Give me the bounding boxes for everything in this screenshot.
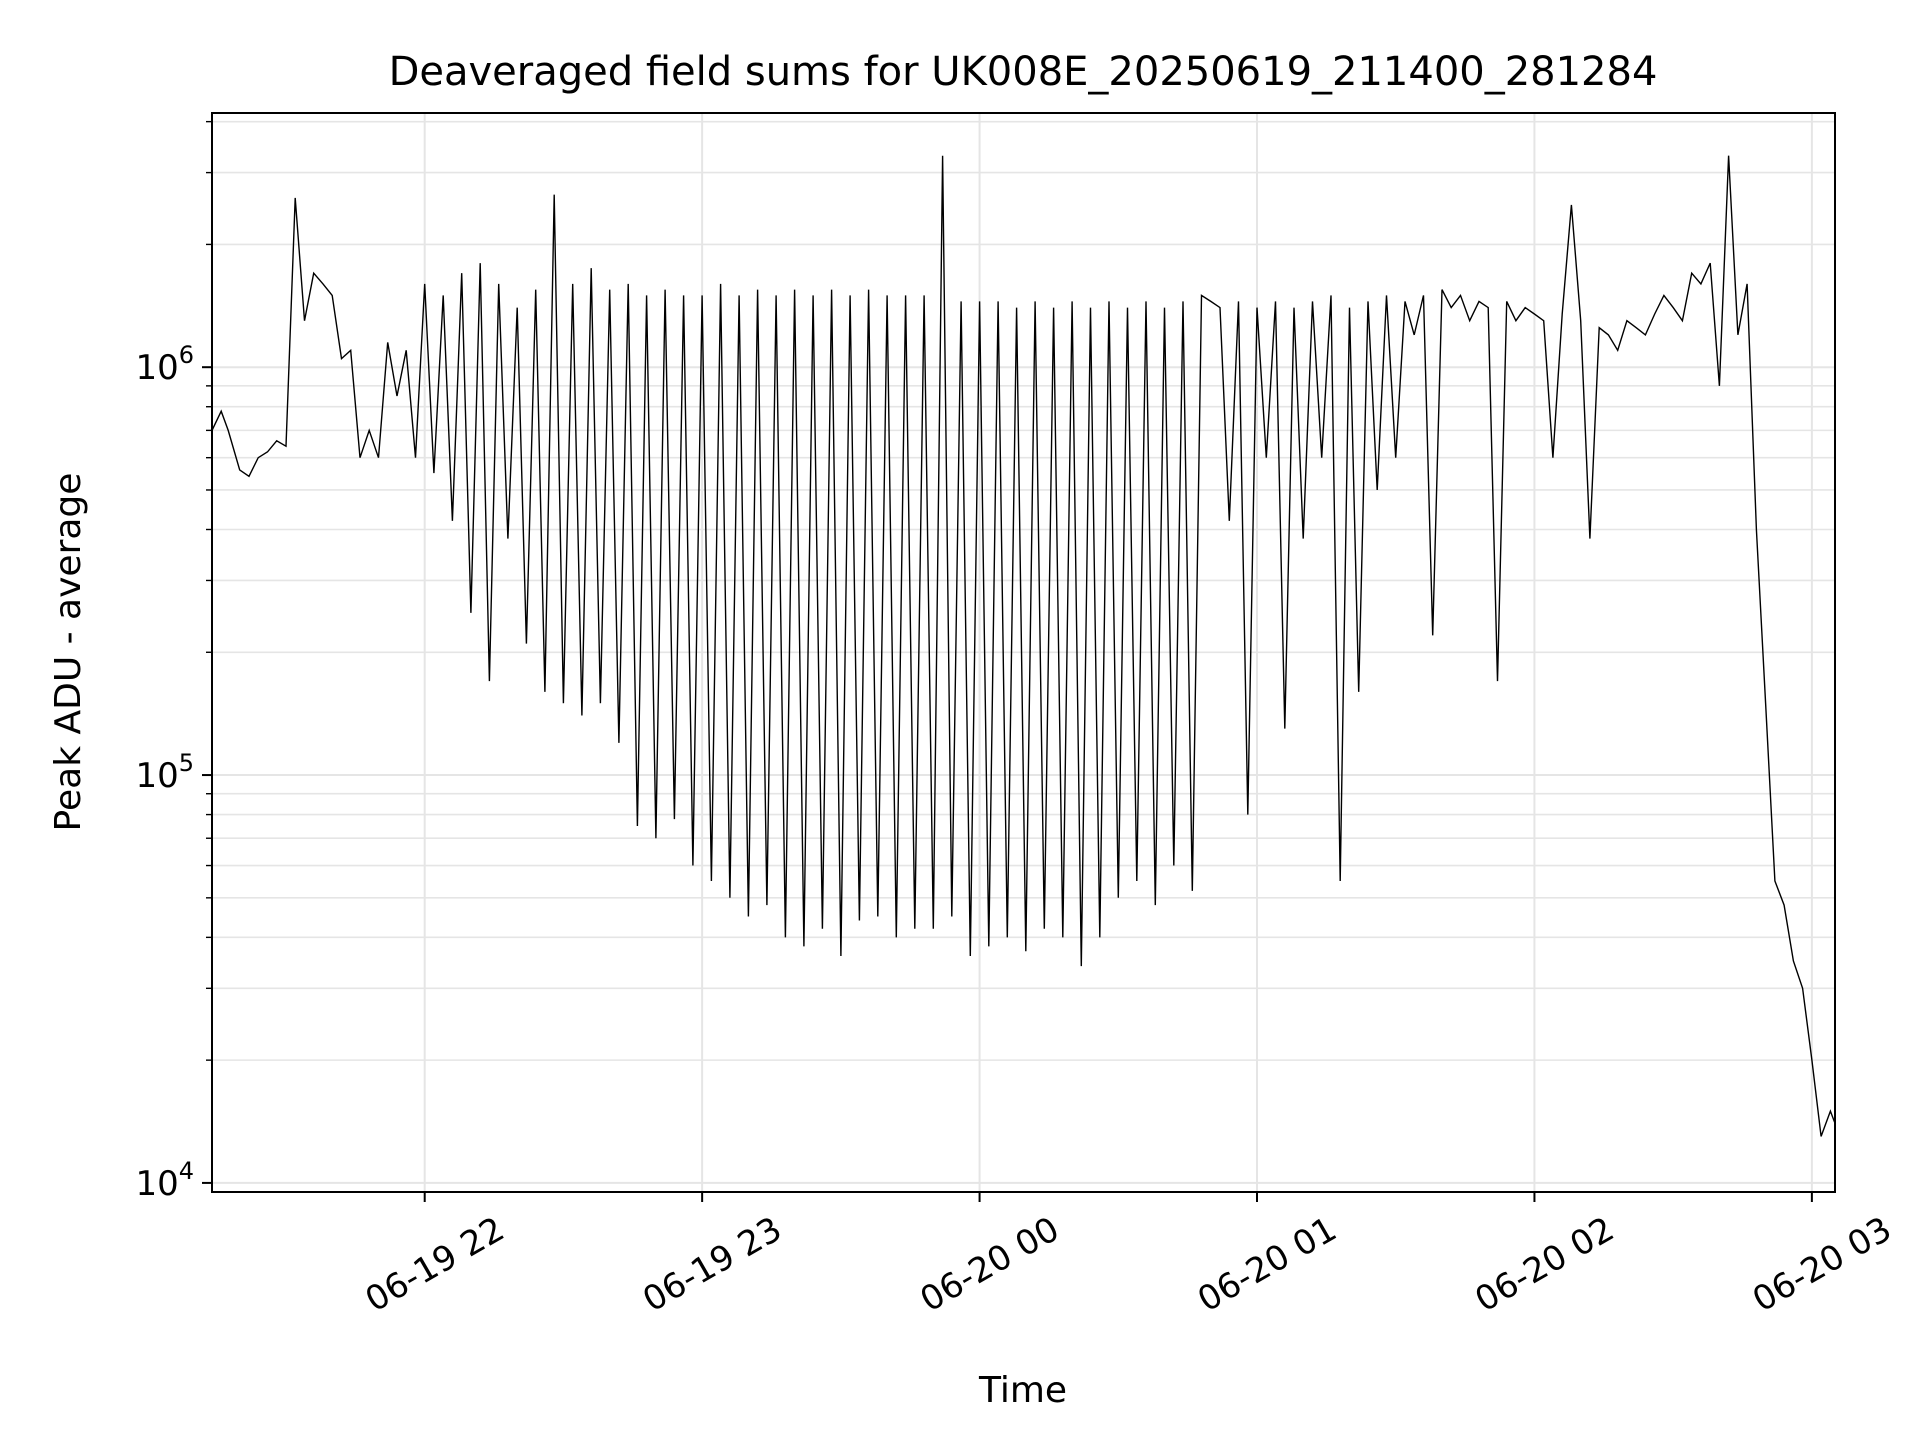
x-axis-label: Time [978,1370,1067,1411]
y-tick-label: 104 [135,1157,194,1204]
data-line-layer [212,155,1835,1137]
grid [212,113,1835,1192]
y-axis-label: Peak ADU - average [48,473,89,832]
y-tick-label: 105 [135,749,194,796]
chart-title: Deaveraged field sums for UK008E_2025061… [389,49,1658,95]
series-line [212,155,1835,1137]
y-tick-label: 106 [135,341,194,388]
